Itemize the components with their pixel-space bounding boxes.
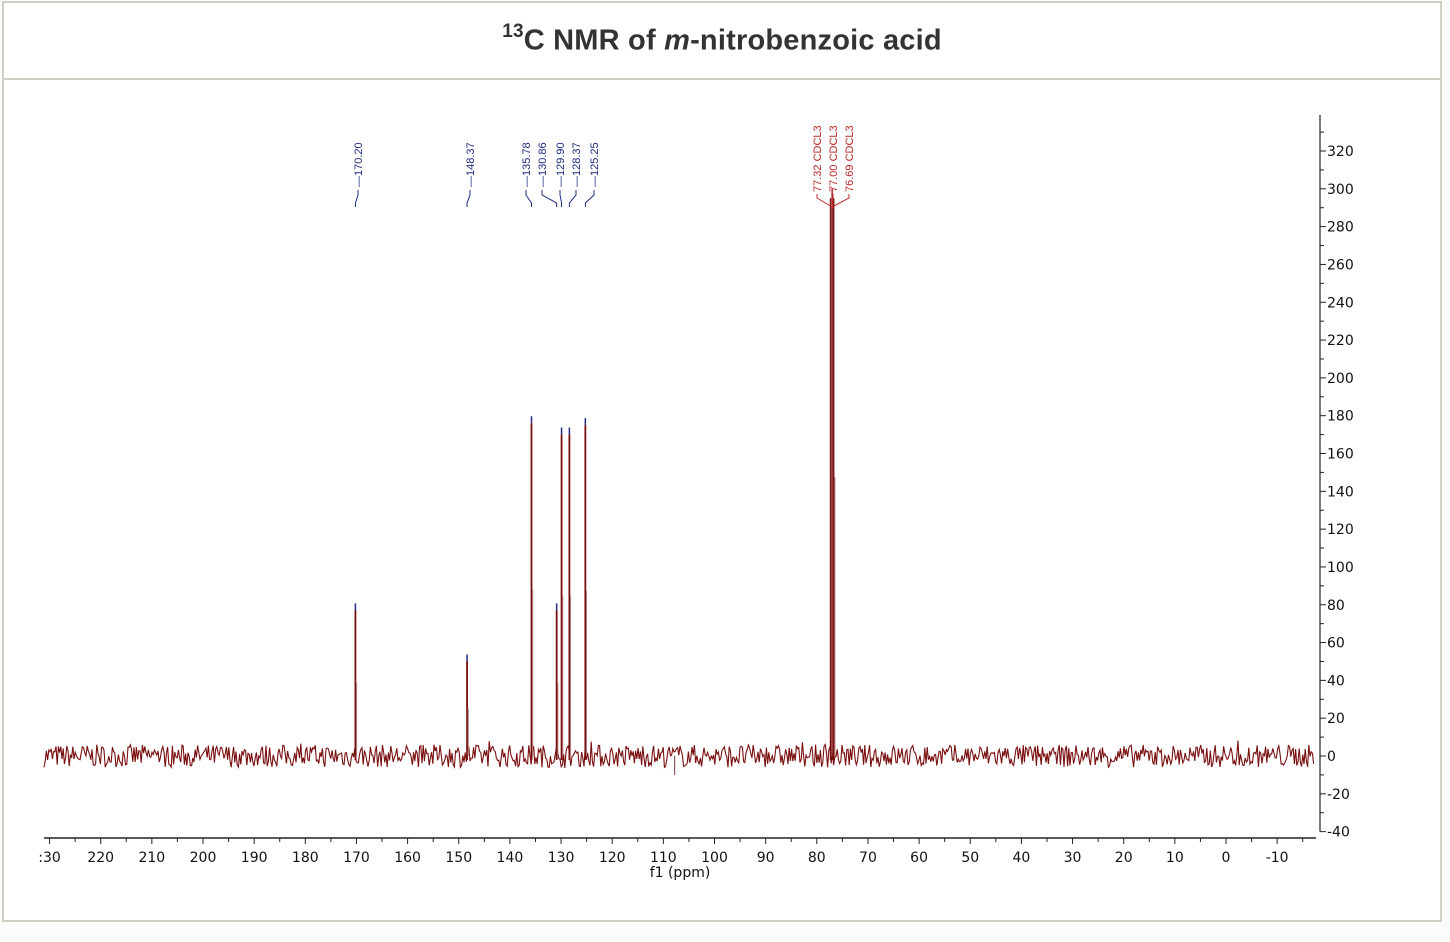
peak-label: —125.25 xyxy=(589,142,601,187)
y-tick-label: 220 xyxy=(1327,333,1354,349)
y-axis: -40 -20 0 20 40 60 80 100 120 140 160 180 200 220 240 2… xyxy=(1319,115,1354,841)
x-tick-label: 220 xyxy=(87,850,114,866)
x-tick-label: 190 xyxy=(241,850,268,866)
peak-label: —130.86 xyxy=(537,142,549,187)
x-tick-label: 90 xyxy=(757,850,775,866)
x-tick-label: 70 xyxy=(859,850,877,866)
y-tick-label: 100 xyxy=(1327,560,1354,576)
figure-frame: 13C NMR of m-nitrobenzoic acid xyxy=(2,1,1442,922)
x-tick-label: 140 xyxy=(497,850,524,866)
y-tick-label: -40 xyxy=(1327,825,1350,841)
y-tick-label: 280 xyxy=(1327,220,1354,236)
x-tick-label: 180 xyxy=(292,850,319,866)
x-axis: :30 220 210 200 190 180 170 160 150 140 130 120 110 1… xyxy=(38,837,1316,866)
x-tick-label: :30 xyxy=(38,850,61,866)
y-tick-label: 60 xyxy=(1327,636,1345,652)
x-tick-label: 30 xyxy=(1064,850,1082,866)
x-tick-label: 130 xyxy=(548,850,575,866)
x-axis-label: f1 (ppm) xyxy=(650,865,711,881)
baseline-noise xyxy=(43,740,1315,770)
y-tick-label: 140 xyxy=(1327,484,1354,500)
y-tick-label: 260 xyxy=(1327,257,1354,273)
y-tick-label: 240 xyxy=(1327,295,1354,311)
isotope-superscript: 13 xyxy=(502,21,524,43)
peak-label: —129.90 xyxy=(555,142,567,187)
x-tick-label: 110 xyxy=(650,850,677,866)
peak-label: —128.37 xyxy=(571,142,583,187)
y-tick-label: -20 xyxy=(1327,787,1350,803)
x-tick-label: 210 xyxy=(138,850,165,866)
y-tick-label: 20 xyxy=(1327,711,1345,727)
peak-label: —170.20 xyxy=(353,142,365,187)
spectrum-trace xyxy=(43,188,1315,775)
y-tick-label: 180 xyxy=(1327,409,1354,425)
title-italic-meta: m xyxy=(664,24,691,57)
solvent-peak-label: 77.00 CDCL3 xyxy=(828,125,840,192)
chart-title: 13C NMR of m-nitrobenzoic acid xyxy=(502,21,942,58)
x-tick-label: 80 xyxy=(808,850,826,866)
peak-label: —135.78 xyxy=(521,142,533,187)
y-tick-label: 120 xyxy=(1327,522,1354,538)
y-tick-label: 320 xyxy=(1327,144,1354,160)
peak-label: —148.37 xyxy=(465,142,477,187)
x-tick-label: 150 xyxy=(445,850,472,866)
y-tick-label: 80 xyxy=(1327,598,1345,614)
x-tick-label: 100 xyxy=(701,850,728,866)
y-tick-label: 200 xyxy=(1327,371,1354,387)
x-tick-label: 40 xyxy=(1012,850,1030,866)
solvent-peak-label: 77.32 CDCL3 xyxy=(812,125,824,192)
x-tick-label: 170 xyxy=(343,850,370,866)
solvent-peak-label: 76.69 CDCL3 xyxy=(844,125,856,192)
y-tick-label: 0 xyxy=(1327,749,1336,765)
x-tick-label: 10 xyxy=(1166,850,1184,866)
x-tick-label: -10 xyxy=(1266,850,1289,866)
x-tick-label: 0 xyxy=(1222,850,1231,866)
x-tick-label: 20 xyxy=(1115,850,1133,866)
title-prefix: C NMR of xyxy=(523,24,665,57)
x-tick-label: 200 xyxy=(190,850,217,866)
x-tick-label: 120 xyxy=(599,850,626,866)
y-tick-label: 160 xyxy=(1327,447,1354,463)
title-bar: 13C NMR of m-nitrobenzoic acid xyxy=(4,3,1440,80)
y-tick-label: 40 xyxy=(1327,673,1345,689)
x-tick-label: 60 xyxy=(910,850,928,866)
y-tick-label: 300 xyxy=(1327,182,1354,198)
x-tick-label: 160 xyxy=(394,850,421,866)
x-tick-label: 50 xyxy=(961,850,979,866)
title-suffix: -nitrobenzoic acid xyxy=(690,24,942,57)
peak-labels: —170.20 —148.37 —135.78 —130.86 —129.90 —128.… xyxy=(353,125,856,208)
